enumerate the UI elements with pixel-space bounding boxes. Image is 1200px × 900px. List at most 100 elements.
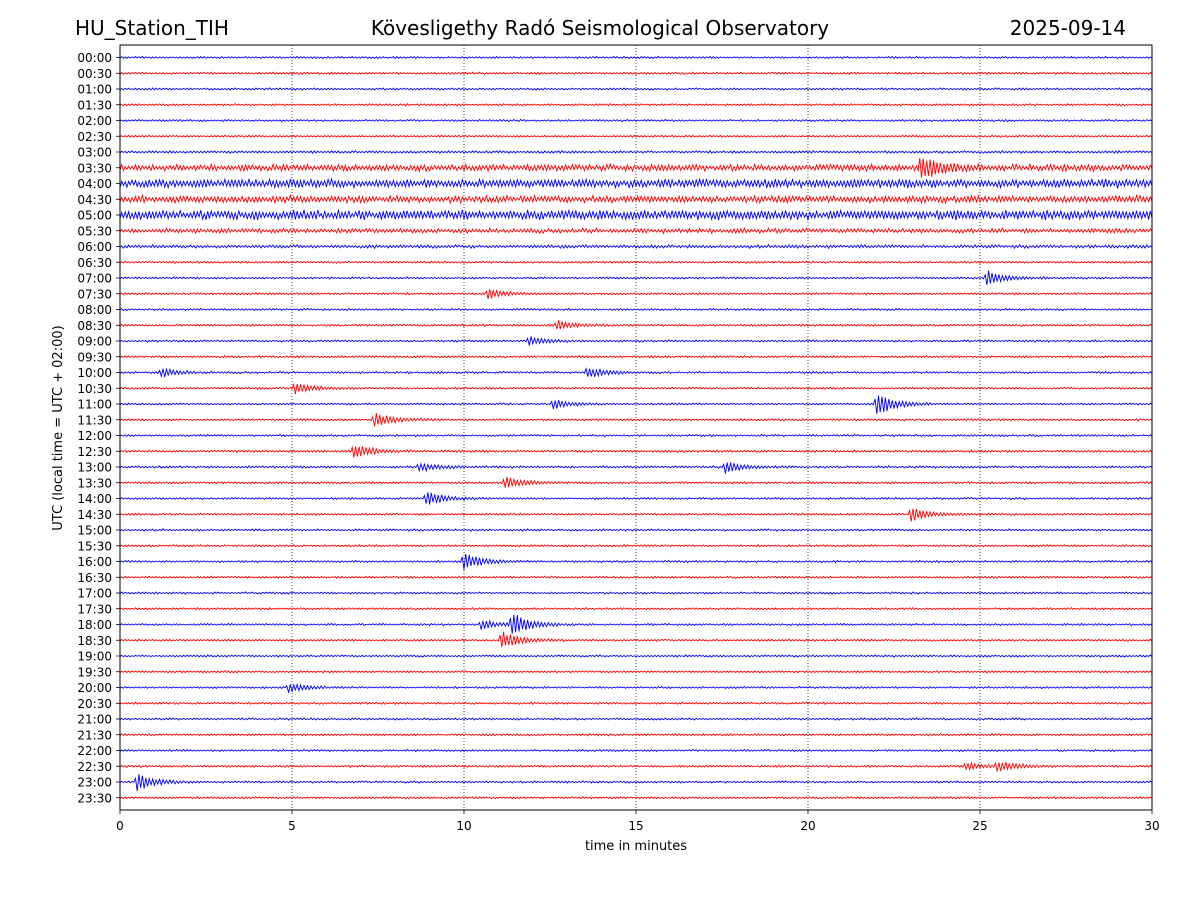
y-axis-label: UTC (local time = UTC + 02:00) [51, 325, 66, 530]
trace-0200 [119, 118, 1153, 123]
trace-1530 [119, 544, 1153, 548]
trace-0230 [119, 134, 1153, 138]
trace-0130 [119, 102, 1153, 107]
y-tick-label: 05:00 [77, 209, 112, 223]
y-tick-label: 11:30 [77, 413, 112, 427]
trace-0900 [119, 336, 1153, 346]
y-tick-label: 16:30 [77, 571, 112, 585]
trace-group [119, 55, 1153, 800]
y-tick-label: 19:30 [77, 665, 112, 679]
trace-0830 [119, 320, 1153, 330]
y-tick-label: 09:00 [77, 335, 112, 349]
trace-1300 [119, 462, 1153, 474]
y-tick-label: 08:00 [77, 303, 112, 317]
y-tick-label: 13:00 [77, 461, 112, 475]
y-tick-label: 21:30 [77, 728, 112, 742]
trace-0430 [119, 193, 1153, 205]
trace-0100 [119, 87, 1153, 91]
trace-2100 [119, 717, 1153, 721]
y-tick-label: 18:30 [77, 634, 112, 648]
y-tick-label: 09:30 [77, 350, 112, 364]
trace-0600 [119, 243, 1153, 250]
trace-1630 [119, 575, 1153, 580]
y-tick-label: 15:00 [77, 524, 112, 538]
y-tick-label: 01:00 [77, 83, 112, 97]
trace-1730 [119, 606, 1153, 611]
y-tick-label: 12:00 [77, 429, 112, 443]
y-tick-label: 12:30 [77, 445, 112, 459]
y-tick-label: 05:30 [77, 224, 112, 238]
trace-1430 [119, 508, 1153, 522]
trace-1200 [119, 433, 1153, 438]
trace-0530 [119, 227, 1153, 235]
y-tick-label: 14:30 [77, 508, 112, 522]
y-tick-label: 23:30 [77, 791, 112, 805]
y-tick-label: 02:00 [77, 114, 112, 128]
y-tick-label: 03:00 [77, 146, 112, 160]
y-tick-label: 00:30 [77, 67, 112, 81]
trace-1500 [119, 528, 1153, 532]
y-tick-label: 07:30 [77, 287, 112, 301]
y-tick-label: 17:00 [77, 587, 112, 601]
y-tick-label: 14:00 [77, 492, 112, 506]
y-tick-label: 10:30 [77, 382, 112, 396]
trace-0930 [119, 354, 1153, 359]
trace-0300 [119, 149, 1153, 155]
trace-0400 [119, 177, 1153, 190]
x-tick-label: 10 [456, 819, 471, 833]
trace-0030 [119, 71, 1153, 76]
y-tick-label: 01:30 [77, 98, 112, 112]
x-tick-label: 5 [288, 819, 296, 833]
station-name: HU_Station_TIH [75, 16, 229, 40]
y-tick-label: 04:30 [77, 193, 112, 207]
trace-1800 [119, 614, 1153, 634]
y-tick-label: 04:00 [77, 177, 112, 191]
y-tick-label: 20:30 [77, 697, 112, 711]
trace-1100 [119, 395, 1153, 414]
y-tick-label: 02:30 [77, 130, 112, 144]
trace-1330 [119, 476, 1153, 488]
x-axis-label: time in minutes [585, 839, 687, 854]
y-tick-label: 11:00 [77, 398, 112, 412]
trace-1030 [119, 382, 1153, 395]
y-tick-label: 13:30 [77, 476, 112, 490]
y-tick-label: 06:00 [77, 240, 112, 254]
trace-1900 [119, 654, 1153, 658]
y-tick-label: 21:00 [77, 713, 112, 727]
y-tick-label: 06:30 [77, 256, 112, 270]
y-tick-label: 18:00 [77, 618, 112, 632]
y-tick-label: 22:00 [77, 744, 112, 758]
trace-0000 [119, 55, 1153, 60]
trace-2000 [119, 682, 1153, 693]
y-tick-label: 17:30 [77, 602, 112, 616]
trace-0700 [119, 270, 1153, 285]
trace-0730 [119, 288, 1153, 299]
y-tick-label: 22:30 [77, 760, 112, 774]
record-date: 2025-09-14 [1009, 16, 1126, 40]
trace-1930 [119, 669, 1153, 674]
y-tick-label: 20:00 [77, 681, 112, 695]
trace-1000 [119, 367, 1153, 378]
x-tick-label: 15 [628, 819, 643, 833]
trace-2300 [119, 774, 1153, 792]
trace-1400 [119, 492, 1153, 505]
y-tick-label: 03:30 [77, 161, 112, 175]
x-tick-label: 20 [800, 819, 815, 833]
trace-1230 [119, 445, 1153, 458]
trace-0500 [119, 208, 1153, 222]
trace-1130 [119, 413, 1153, 427]
trace-0800 [119, 307, 1153, 312]
trace-2200 [119, 748, 1153, 753]
y-tick-label: 07:00 [77, 272, 112, 286]
x-tick-label: 25 [972, 819, 987, 833]
vertical-grid [291, 45, 981, 810]
trace-0330 [119, 157, 1153, 178]
trace-1830 [119, 631, 1153, 648]
y-tick-label: 19:00 [77, 650, 112, 664]
trace-1700 [119, 591, 1153, 595]
y-tick-label: 16:00 [77, 555, 112, 569]
trace-2230 [119, 761, 1153, 772]
trace-0630 [119, 260, 1153, 265]
